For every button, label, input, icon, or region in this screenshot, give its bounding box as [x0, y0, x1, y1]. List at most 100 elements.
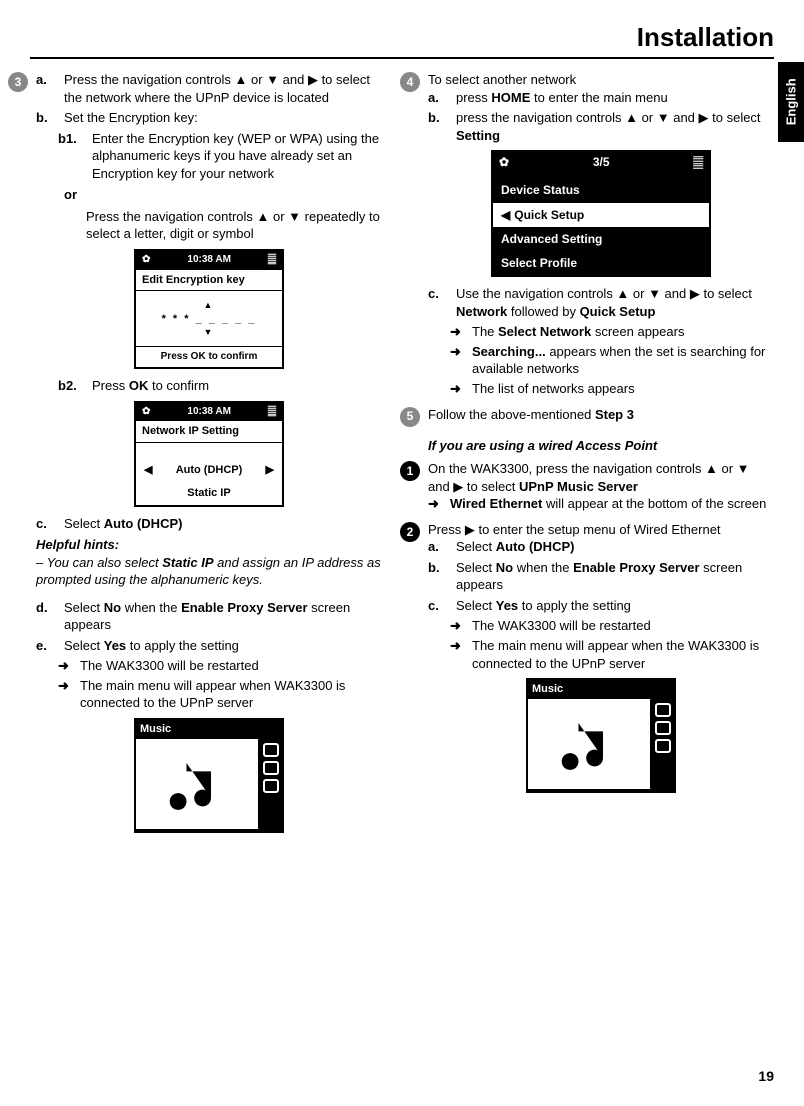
label-c: c. [428, 285, 450, 320]
music-screen: Music [134, 718, 284, 833]
arrow-icon: ➜ [428, 495, 444, 513]
wired-step2-arrow2: The main menu will appear when the WAK33… [472, 637, 774, 672]
music-title: Music [136, 720, 282, 739]
menu-advanced-setting: Advanced Setting [493, 227, 709, 251]
music-title: Music [528, 680, 674, 699]
arrow-icon: ➜ [450, 637, 466, 672]
page-number: 19 [758, 1067, 774, 1086]
screen2-row-selected: ◀Auto (DHCP)▶ [136, 459, 282, 482]
wired-step2-c: Select Yes to apply the setting [456, 597, 774, 615]
arrow-icon: ➜ [450, 617, 466, 635]
arrow-icon: ➜ [450, 343, 466, 378]
step4-intro: To select another network [428, 71, 774, 89]
step3-a: Press the navigation controls ▲ or ▼ and… [64, 71, 382, 106]
signal-icon: 𝄛 [268, 405, 276, 419]
label-b2: b2. [58, 377, 86, 395]
label-a: a. [428, 538, 450, 556]
signal-icon: 𝄛 [693, 154, 703, 170]
wired-step2-a: Select Auto (DHCP) [456, 538, 774, 556]
screen2-title: Network IP Setting [136, 420, 282, 443]
screen1-title: Edit Encryption key [136, 269, 282, 292]
wired-step1-arrow: Wired Ethernet will appear at the bottom… [450, 495, 774, 513]
step4-c: Use the navigation controls ▲ or ▼ and ▶… [456, 285, 774, 320]
wired-step-1-badge: 1 [400, 461, 420, 481]
label-c: c. [36, 515, 58, 533]
step4-c-arrow2: Searching... appears when the set is sea… [472, 343, 774, 378]
wired-heading: If you are using a wired Access Point [428, 437, 774, 455]
signal-icon: 𝄛 [268, 253, 276, 267]
hint-title: Helpful hints: [36, 536, 382, 554]
arrow-icon: ➜ [450, 380, 466, 398]
arrow-icon: ➜ [450, 323, 466, 341]
music-sidebar [260, 739, 282, 831]
step-5-badge: 5 [400, 407, 420, 427]
step3-e-arrow1: The WAK3300 will be restarted [80, 657, 382, 675]
step-3-badge: 3 [8, 72, 28, 92]
menu-quick-setup: ◀Quick Setup [493, 203, 709, 227]
step3-b2: Press OK to confirm [92, 377, 382, 395]
menu-device-status: Device Status [493, 178, 709, 202]
label-a: a. [36, 71, 58, 106]
hint-body: – You can also select Static IP and assi… [36, 554, 382, 589]
sidebar-icon [263, 761, 279, 775]
language-tab: English [778, 62, 804, 142]
step-4-badge: 4 [400, 72, 420, 92]
step-indicator: 3/5 [593, 154, 610, 170]
music-note-icon [528, 699, 650, 789]
gear-icon: ✿ [142, 405, 150, 419]
step3-d: Select No when the Enable Proxy Server s… [64, 599, 382, 634]
menu-select-profile: Select Profile [493, 251, 709, 275]
step3-b1: Enter the Encryption key (WEP or WPA) us… [92, 130, 382, 183]
label-d: d. [36, 599, 58, 634]
step3-e-arrow2: The main menu will appear when WAK3300 i… [80, 677, 382, 712]
gear-icon: ✿ [499, 154, 509, 170]
sidebar-icon [263, 743, 279, 757]
blank-row [136, 443, 282, 459]
wired-step2-arrow1: The WAK3300 will be restarted [472, 617, 774, 635]
language-label: English [782, 79, 800, 126]
music-note-icon [136, 739, 258, 829]
page-title: Installation [30, 20, 774, 59]
wired-step2-b: Select No when the Enable Proxy Server s… [456, 559, 774, 594]
wired-step-2-badge: 2 [400, 522, 420, 542]
step4-c-arrow3: The list of networks appears [472, 380, 774, 398]
music-screen: Music [526, 678, 676, 793]
or-label: or [64, 186, 382, 204]
wired-step2-intro: Press ▶ to enter the setup menu of Wired… [428, 521, 774, 539]
sidebar-icon [263, 779, 279, 793]
sidebar-icon [655, 721, 671, 735]
right-column: 4 To select another network a. press HOME… [400, 71, 774, 845]
label-b: b. [36, 109, 58, 127]
step4-c-arrow1: The Select Network screen appears [472, 323, 774, 341]
step4-b: press the navigation controls ▲ or ▼ and… [456, 109, 774, 144]
wired-step1-text: On the WAK3300, press the navigation con… [428, 460, 774, 495]
key-field: * * * _ _ _ _ _ [140, 312, 278, 327]
encryption-screen: ✿ 10:38 AM 𝄛 Edit Encryption key ▲ * * * _… [134, 249, 284, 369]
step3-c: Select Auto (DHCP) [64, 515, 382, 533]
step3-b1-alt: Press the navigation controls ▲ or ▼ rep… [86, 208, 382, 243]
step3-b-intro: Set the Encryption key: [64, 109, 382, 127]
sidebar-icon [655, 739, 671, 753]
label-e: e. [36, 637, 58, 655]
ip-screen: ✿ 10:38 AM 𝄛 Network IP Setting ◀Auto (DHC… [134, 401, 284, 507]
screen2-row2: Static IP [136, 482, 282, 505]
step3-e: Select Yes to apply the setting [64, 637, 382, 655]
music-sidebar [652, 699, 674, 791]
sidebar-icon [655, 703, 671, 717]
label-b: b. [428, 559, 450, 594]
screen1-body: ▲ * * * _ _ _ _ _ ▼ [136, 291, 282, 346]
label-b1: b1. [58, 130, 86, 183]
step4-a: press HOME to enter the main menu [456, 89, 774, 107]
label-a: a. [428, 89, 450, 107]
left-column: 3 a.Press the navigation controls ▲ or ▼… [8, 71, 382, 845]
clock-text: 10:38 AM [187, 253, 231, 267]
gear-icon: ✿ [142, 253, 150, 267]
arrow-icon: ➜ [58, 657, 74, 675]
label-b: b. [428, 109, 450, 144]
step5-text: Follow the above-mentioned Step 3 [428, 406, 774, 427]
clock-text: 10:38 AM [187, 405, 231, 419]
label-c: c. [428, 597, 450, 615]
setting-screen: ✿ 3/5 𝄛 Device Status ◀Quick Setup Advance… [491, 150, 711, 277]
arrow-icon: ➜ [58, 677, 74, 712]
screen1-footer: Press OK to confirm [136, 346, 282, 367]
